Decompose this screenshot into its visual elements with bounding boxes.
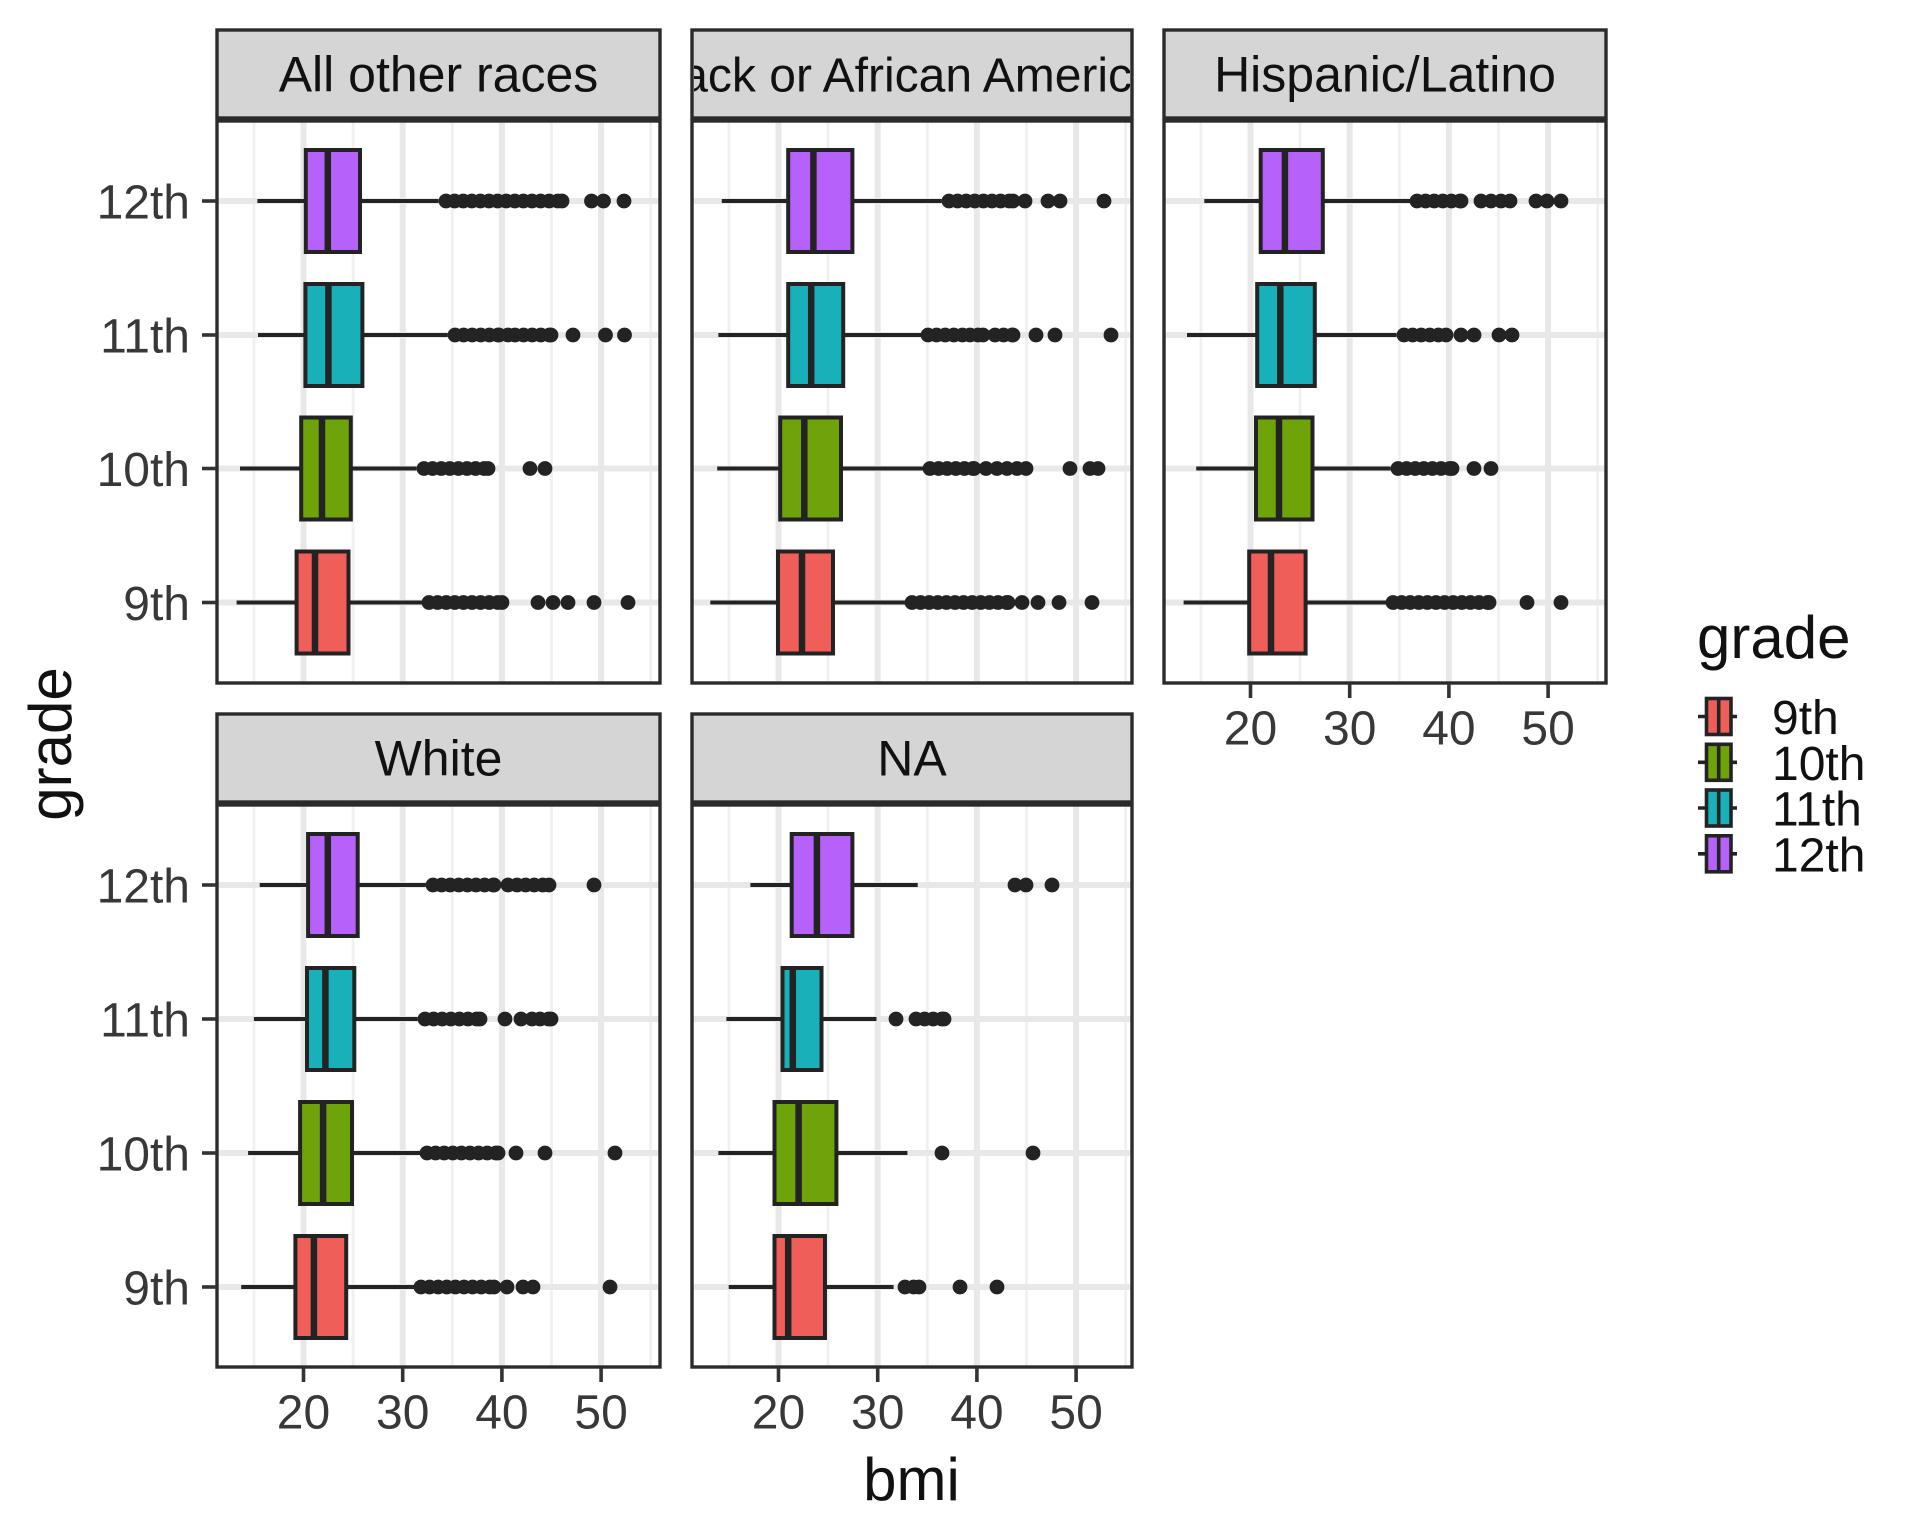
svg-text:All other races: All other races (279, 47, 599, 103)
svg-text:11th: 11th (100, 311, 190, 364)
svg-text:10th: 10th (97, 1129, 190, 1182)
svg-text:NA: NA (877, 731, 947, 787)
svg-text:10th: 10th (97, 444, 190, 497)
svg-text:30: 30 (1323, 703, 1376, 756)
svg-text:Hispanic/Latino: Hispanic/Latino (1214, 47, 1556, 103)
svg-text:9th: 9th (123, 578, 190, 631)
svg-text:10th: 10th (1772, 738, 1865, 791)
svg-text:50: 50 (1521, 703, 1574, 756)
svg-text:grade: grade (1697, 604, 1850, 671)
svg-text:11th: 11th (100, 995, 190, 1048)
svg-text:50: 50 (574, 1387, 627, 1440)
svg-text:50: 50 (1049, 1387, 1102, 1440)
svg-text:grade: grade (17, 667, 84, 820)
svg-text:12th: 12th (97, 861, 190, 914)
svg-text:9th: 9th (123, 1263, 190, 1316)
svg-text:bmi: bmi (863, 1446, 960, 1513)
svg-text:30: 30 (851, 1387, 904, 1440)
svg-text:12th: 12th (97, 177, 190, 230)
svg-text:12th: 12th (1772, 829, 1865, 882)
svg-text:40: 40 (950, 1387, 1003, 1440)
svg-text:11th: 11th (1772, 784, 1862, 837)
svg-text:30: 30 (376, 1387, 429, 1440)
svg-text:40: 40 (475, 1387, 528, 1440)
svg-text:20: 20 (277, 1387, 330, 1440)
svg-text:20: 20 (752, 1387, 805, 1440)
svg-text:20: 20 (1224, 703, 1277, 756)
svg-text:White: White (375, 731, 503, 787)
svg-text:9th: 9th (1772, 692, 1839, 745)
svg-text:Black or African American: Black or African American (639, 50, 1186, 103)
svg-text:40: 40 (1422, 703, 1475, 756)
